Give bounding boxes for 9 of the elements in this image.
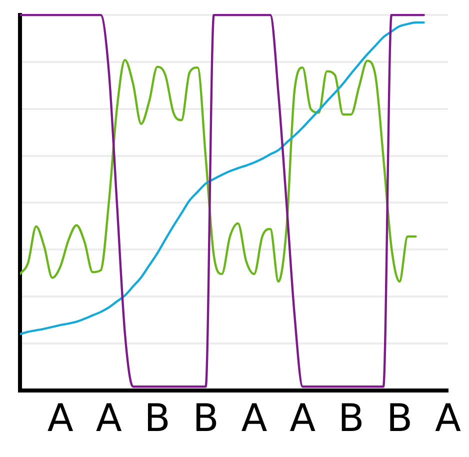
- x-tick-label: B: [144, 396, 170, 440]
- x-tick-label: B: [192, 396, 219, 440]
- x-tick-label: A: [47, 396, 74, 440]
- x-tick-label: B: [386, 396, 413, 440]
- x-tick-label: A: [290, 396, 316, 440]
- x-tick-label: A: [96, 396, 122, 440]
- x-tick-label: B: [338, 396, 364, 440]
- x-tick-label: A: [435, 396, 461, 440]
- x-tick-label: A: [241, 396, 268, 440]
